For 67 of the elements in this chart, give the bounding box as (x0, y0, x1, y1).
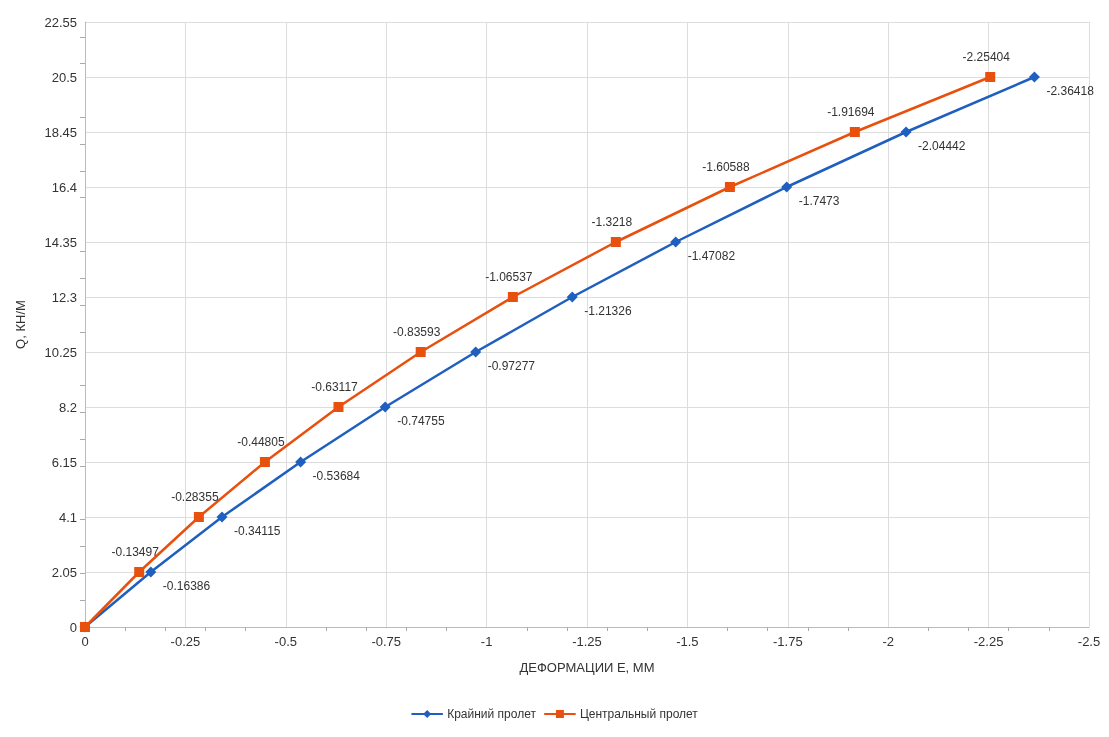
x-tick-label: -0.5 (274, 634, 297, 649)
annotation: -0.74755 (397, 414, 445, 428)
y-tick-label: 12.3 (51, 289, 77, 305)
x-tick-label: -1.5 (676, 634, 699, 649)
x-tick-label: -0.25 (170, 634, 201, 649)
annotation: -0.53684 (312, 469, 361, 483)
point (781, 181, 793, 193)
annotation: -2.25404 (962, 50, 1011, 64)
y-tick-label: 2.05 (51, 564, 77, 580)
y-tick-label: 16.4 (51, 179, 77, 195)
y-tick-label: 18.45 (44, 124, 77, 140)
annotation: -1.21326 (584, 304, 632, 318)
point (507, 292, 518, 302)
point (145, 566, 157, 578)
y-tick-label: 6.15 (51, 454, 77, 470)
point (610, 237, 621, 247)
point (216, 511, 228, 523)
x-axis-title: ДЕФОРМАЦИИ Е, ММ (519, 660, 655, 675)
annotation: -0.28355 (171, 490, 219, 504)
point (193, 512, 204, 522)
legend-label: Центральный пролет (579, 707, 699, 721)
point (470, 346, 482, 358)
point (333, 402, 344, 412)
annotation: -0.63117 (311, 380, 359, 394)
annotation: -2.04442 (918, 139, 966, 153)
y-tick-label: 14.35 (44, 234, 77, 250)
point (849, 127, 860, 137)
annotation: -1.47082 (687, 249, 736, 263)
annotation: -0.97277 (487, 359, 536, 373)
x-tick-label: -2 (882, 634, 894, 649)
point (566, 291, 578, 303)
annotation: -1.3218 (591, 215, 633, 229)
annotation: -0.16386 (162, 579, 211, 593)
annotation: -1.91694 (827, 105, 875, 119)
point (900, 126, 912, 138)
annotation: -1.60588 (702, 160, 750, 174)
point (1028, 71, 1040, 83)
y-axis-title: Q, КН/М (13, 300, 28, 349)
y-tick-label: 10.25 (44, 344, 77, 360)
y-tick-label: 0 (69, 619, 77, 635)
y-tick-label: 20.5 (51, 69, 77, 85)
annotation: -2.36418 (1046, 84, 1095, 98)
x-tick-label: -1.75 (772, 634, 803, 649)
point (295, 456, 307, 468)
annotation: -0.34115 (234, 524, 281, 538)
y-tick-label: 8.2 (58, 399, 77, 415)
annotation: -0.83593 (393, 325, 441, 339)
annotation: -1.06537 (485, 270, 533, 284)
x-tick-label: -1 (480, 634, 493, 649)
legend-label: Крайний пролет (447, 707, 537, 721)
x-tick-label: -2.25 (973, 634, 1004, 649)
y-tick-label: 22.55 (44, 14, 77, 30)
point (134, 567, 145, 577)
annotation: -1.7473 (798, 194, 840, 208)
x-tick-label: 0 (81, 634, 89, 649)
x-tick-label: -0.75 (371, 634, 402, 649)
point (985, 72, 996, 82)
point (724, 182, 735, 192)
point (415, 347, 426, 357)
point (379, 401, 391, 413)
y-tick-label: 4.1 (58, 509, 77, 525)
x-tick-label: -1.25 (572, 634, 602, 649)
x-tick-label: -2.5 (1077, 634, 1101, 649)
point (670, 236, 682, 248)
point (259, 457, 270, 467)
annotation: -0.44805 (237, 435, 285, 449)
annotation: -0.13497 (111, 545, 160, 559)
